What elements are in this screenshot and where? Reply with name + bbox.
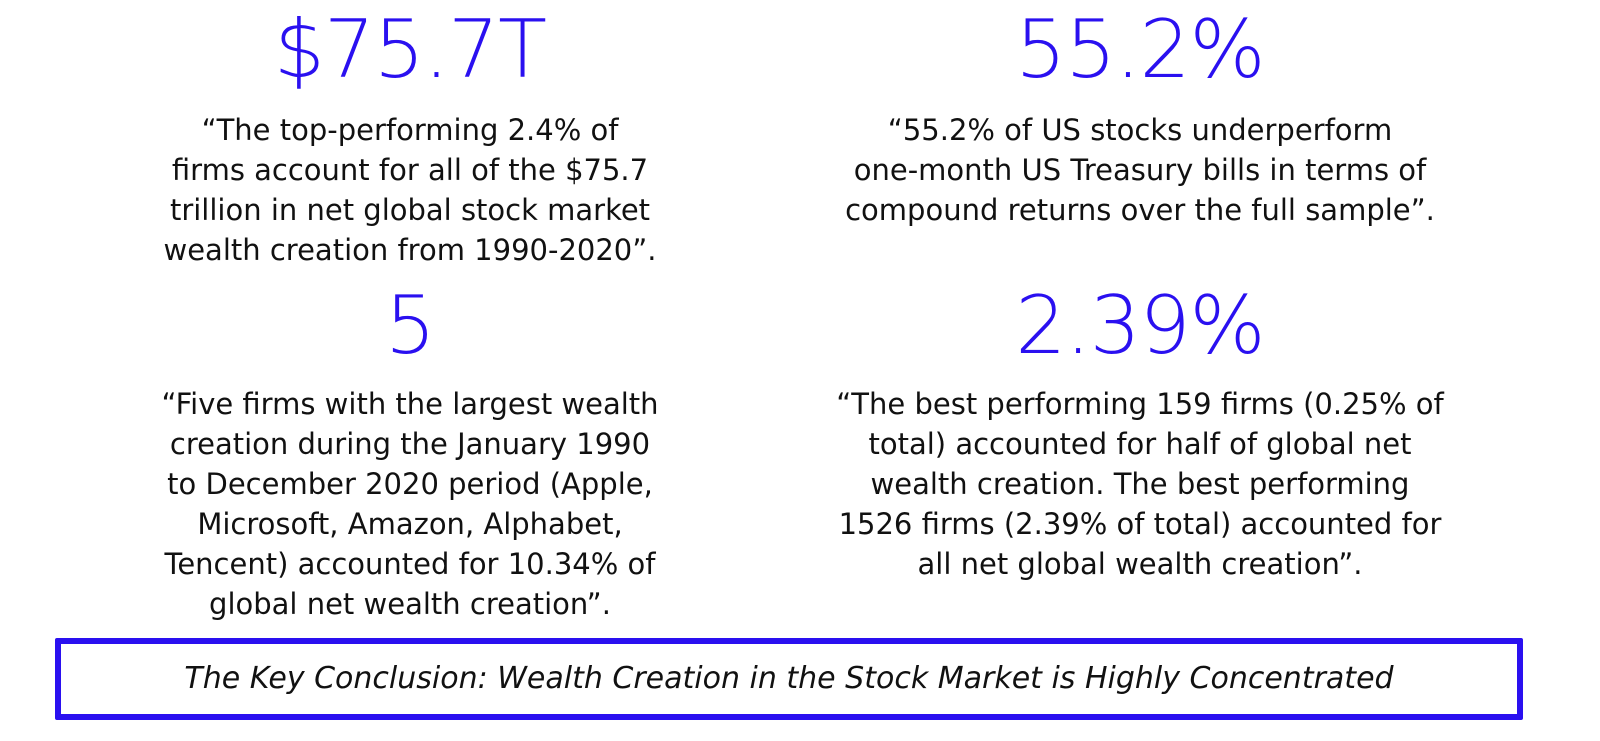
stat-block-best-performers: 2.39% “The best performing 159 firms (0.…	[780, 280, 1500, 630]
stat-number: 55.2%	[1015, 3, 1265, 96]
stat-number: 2.39%	[1015, 279, 1265, 372]
stat-quote: “55.2% of US stocks underperform one-mon…	[845, 113, 1435, 227]
stat-quote: “The best performing 159 firms (0.25% of…	[836, 387, 1444, 581]
key-conclusion-text: The Key Conclusion: Wealth Creation in t…	[184, 661, 1394, 696]
stat-block-five-firms: 5 “Five firms with the largest wealth cr…	[60, 280, 760, 630]
stat-block-wealth-total: $75.7T “The top-performing 2.4% of firms…	[60, 0, 760, 290]
stat-number: $75.7T	[274, 3, 547, 96]
stat-quote: “The top-performing 2.4% of firms accoun…	[163, 113, 657, 267]
stat-block-underperform: 55.2% “55.2% of US stocks underperform o…	[780, 0, 1500, 290]
stat-number: 5	[385, 279, 436, 372]
stat-quote: “Five firms with the largest wealth crea…	[161, 387, 659, 621]
key-conclusion-box: The Key Conclusion: Wealth Creation in t…	[55, 638, 1523, 720]
